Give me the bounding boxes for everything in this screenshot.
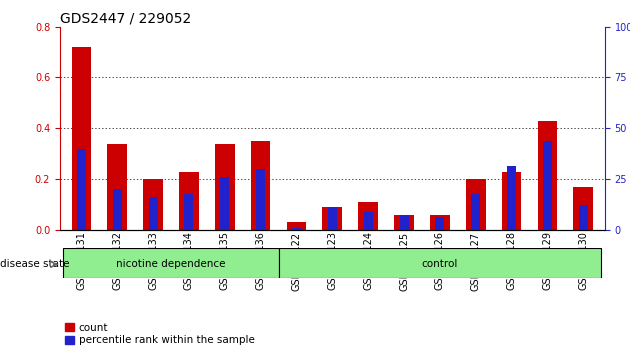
Bar: [364, 212, 373, 230]
Bar: [466, 179, 486, 230]
Bar: [251, 141, 270, 230]
Bar: [107, 144, 127, 230]
Bar: [185, 194, 193, 230]
Bar: [323, 207, 342, 230]
Bar: [543, 141, 552, 230]
Bar: [507, 166, 516, 230]
Bar: [501, 172, 522, 230]
Bar: [143, 179, 163, 230]
Bar: [77, 149, 86, 230]
Text: disease state: disease state: [0, 259, 69, 269]
Bar: [215, 144, 234, 230]
Bar: [256, 169, 265, 230]
Bar: [399, 215, 408, 230]
Bar: [537, 121, 558, 230]
Bar: [64, 248, 278, 278]
Bar: [113, 189, 122, 230]
Bar: [579, 205, 588, 230]
Bar: [435, 217, 444, 230]
Text: GDS2447 / 229052: GDS2447 / 229052: [60, 11, 191, 25]
Bar: [430, 215, 450, 230]
Bar: [278, 248, 601, 278]
Bar: [394, 215, 414, 230]
Bar: [149, 197, 158, 230]
Bar: [292, 228, 301, 230]
Bar: [328, 207, 337, 230]
Bar: [287, 222, 306, 230]
Legend: count, percentile rank within the sample: count, percentile rank within the sample: [65, 322, 255, 345]
Bar: [573, 187, 593, 230]
Bar: [358, 202, 378, 230]
Text: nicotine dependence: nicotine dependence: [117, 259, 226, 269]
Bar: [471, 194, 480, 230]
Text: control: control: [421, 259, 458, 269]
Bar: [179, 172, 199, 230]
Bar: [220, 177, 229, 230]
Bar: [71, 47, 91, 230]
